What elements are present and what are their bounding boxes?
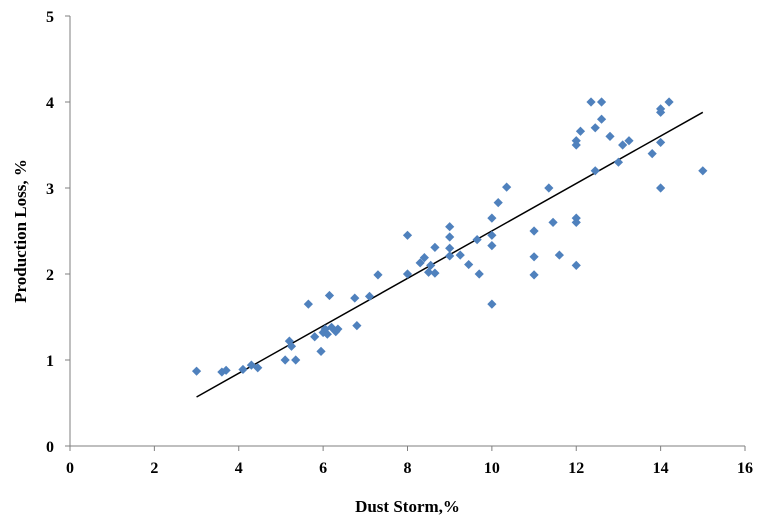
data-point bbox=[590, 123, 600, 133]
data-point bbox=[647, 149, 657, 159]
data-point bbox=[596, 114, 607, 124]
data-point bbox=[590, 166, 600, 176]
y-tick-label: 2 bbox=[46, 267, 54, 284]
data-point bbox=[618, 140, 628, 150]
data-point bbox=[280, 355, 290, 365]
data-point bbox=[430, 242, 440, 252]
data-point bbox=[656, 137, 666, 148]
x-tick-label: 10 bbox=[484, 460, 500, 477]
data-point bbox=[605, 131, 615, 141]
data-point bbox=[487, 241, 497, 251]
data-point bbox=[529, 226, 539, 236]
data-point bbox=[191, 366, 202, 376]
data-point bbox=[487, 230, 497, 240]
data-point bbox=[445, 251, 455, 261]
data-point bbox=[423, 267, 434, 277]
data-point bbox=[322, 329, 332, 339]
data-point bbox=[246, 360, 257, 370]
data-point bbox=[529, 270, 539, 280]
data-point bbox=[217, 367, 227, 377]
data-point bbox=[333, 324, 343, 334]
data-point bbox=[571, 260, 581, 270]
data-point bbox=[487, 299, 497, 309]
data-point bbox=[548, 217, 558, 227]
data-point bbox=[316, 346, 326, 356]
y-tick-label: 4 bbox=[46, 95, 54, 112]
data-point bbox=[656, 183, 666, 193]
data-point bbox=[303, 299, 313, 309]
x-tick-label: 4 bbox=[235, 460, 243, 477]
data-point bbox=[586, 97, 596, 107]
data-point bbox=[474, 269, 484, 279]
y-tick-label: 0 bbox=[46, 439, 54, 456]
data-point bbox=[221, 365, 231, 375]
data-point bbox=[415, 258, 425, 268]
x-axis-ticks: 0 2 4 6 8 10 12 14 16 bbox=[66, 446, 753, 477]
x-tick-label: 16 bbox=[737, 460, 753, 477]
data-point bbox=[571, 217, 581, 227]
data-point bbox=[291, 355, 301, 365]
y-tick-label: 5 bbox=[46, 9, 54, 26]
data-point bbox=[373, 270, 383, 280]
data-points bbox=[191, 97, 708, 377]
data-point bbox=[571, 140, 581, 150]
data-point bbox=[493, 198, 503, 208]
x-tick-label: 12 bbox=[568, 460, 584, 477]
data-point bbox=[656, 107, 666, 117]
data-point bbox=[364, 291, 375, 301]
data-point bbox=[324, 290, 335, 301]
x-axis-title: Dust Storm,% bbox=[355, 497, 460, 516]
data-point bbox=[238, 364, 248, 375]
x-tick-label: 6 bbox=[319, 460, 327, 477]
y-tick-label: 3 bbox=[46, 181, 54, 198]
data-point bbox=[445, 243, 455, 253]
data-point bbox=[624, 136, 634, 146]
data-point bbox=[529, 252, 539, 262]
data-point bbox=[455, 250, 465, 260]
x-tick-label: 14 bbox=[653, 460, 669, 477]
x-tick-label: 0 bbox=[66, 460, 74, 477]
data-point bbox=[502, 182, 512, 192]
data-point bbox=[613, 157, 624, 167]
data-point bbox=[554, 250, 564, 260]
x-tick-label: 8 bbox=[404, 460, 412, 477]
data-point bbox=[575, 126, 586, 136]
y-tick-label: 1 bbox=[46, 353, 54, 370]
data-point bbox=[402, 230, 413, 240]
data-point bbox=[286, 341, 297, 351]
data-point bbox=[487, 213, 497, 223]
data-point bbox=[544, 183, 554, 193]
data-point bbox=[464, 259, 474, 270]
data-point bbox=[253, 363, 263, 373]
data-point bbox=[419, 253, 429, 263]
data-point bbox=[310, 332, 320, 342]
data-point bbox=[472, 235, 482, 245]
y-axis-ticks: 0 1 2 3 4 5 bbox=[46, 9, 70, 456]
data-point bbox=[350, 293, 360, 303]
data-point bbox=[664, 97, 674, 107]
data-point bbox=[430, 268, 440, 278]
data-point bbox=[445, 232, 455, 242]
data-point bbox=[698, 166, 708, 176]
data-point bbox=[596, 97, 607, 107]
data-point bbox=[426, 260, 436, 270]
data-point bbox=[445, 222, 455, 232]
x-tick-label: 2 bbox=[150, 460, 158, 477]
data-point bbox=[402, 269, 413, 279]
y-axis-title: Production Loss, % bbox=[11, 159, 30, 303]
data-point bbox=[352, 321, 362, 331]
